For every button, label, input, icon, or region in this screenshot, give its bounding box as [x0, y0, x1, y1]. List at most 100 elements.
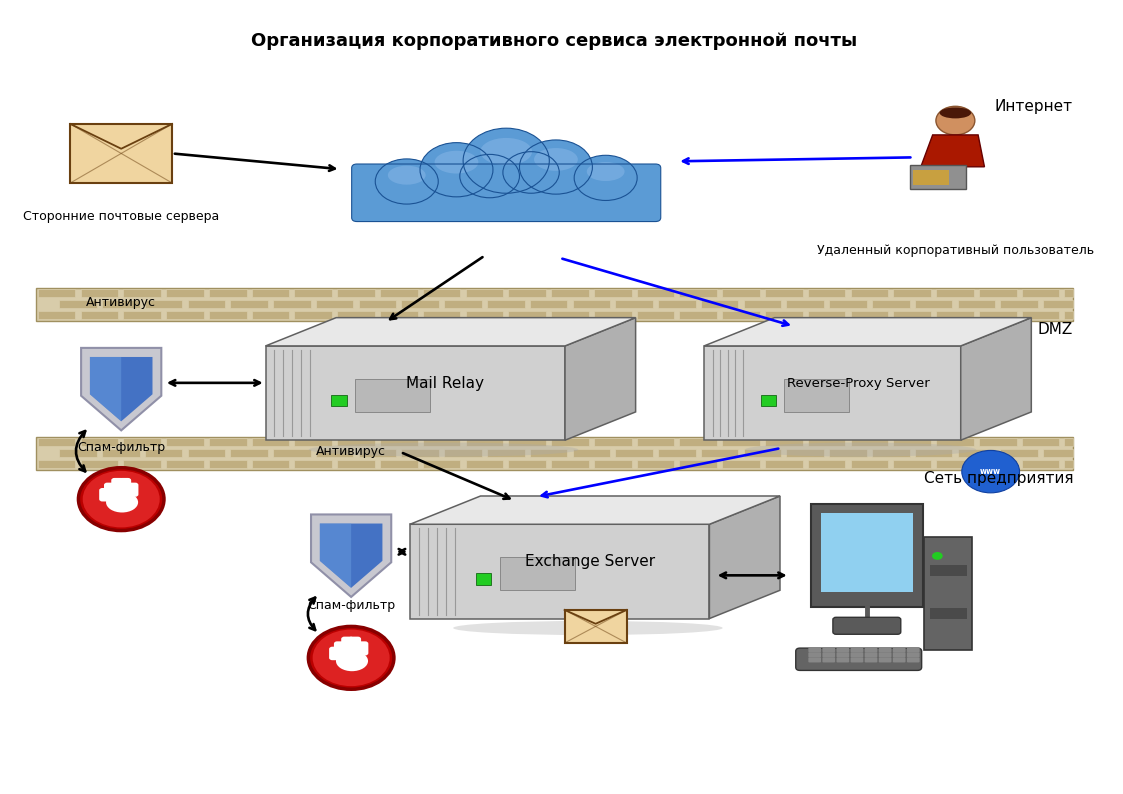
- FancyBboxPatch shape: [879, 652, 892, 657]
- FancyBboxPatch shape: [348, 637, 362, 653]
- FancyBboxPatch shape: [329, 646, 344, 660]
- FancyBboxPatch shape: [786, 449, 824, 457]
- FancyBboxPatch shape: [743, 449, 782, 457]
- FancyBboxPatch shape: [658, 299, 696, 308]
- Text: Reverse-Proxy Server: Reverse-Proxy Server: [787, 377, 930, 390]
- FancyBboxPatch shape: [509, 438, 546, 446]
- FancyBboxPatch shape: [422, 289, 460, 297]
- FancyBboxPatch shape: [679, 310, 718, 319]
- Polygon shape: [704, 346, 961, 440]
- FancyBboxPatch shape: [850, 289, 888, 297]
- FancyBboxPatch shape: [102, 449, 139, 457]
- FancyBboxPatch shape: [594, 460, 631, 468]
- FancyBboxPatch shape: [822, 652, 836, 657]
- Polygon shape: [410, 496, 780, 524]
- Polygon shape: [961, 318, 1031, 440]
- FancyBboxPatch shape: [60, 299, 97, 308]
- Text: www: www: [980, 467, 1002, 476]
- Circle shape: [309, 626, 394, 689]
- FancyBboxPatch shape: [871, 449, 910, 457]
- FancyBboxPatch shape: [894, 438, 931, 446]
- FancyBboxPatch shape: [937, 310, 974, 319]
- FancyBboxPatch shape: [1065, 460, 1072, 468]
- Polygon shape: [710, 496, 780, 619]
- Polygon shape: [90, 357, 153, 422]
- Ellipse shape: [106, 492, 138, 512]
- FancyBboxPatch shape: [893, 647, 905, 652]
- Ellipse shape: [375, 159, 438, 204]
- Polygon shape: [311, 515, 391, 597]
- Circle shape: [932, 552, 942, 560]
- FancyBboxPatch shape: [679, 289, 718, 297]
- Polygon shape: [704, 318, 1031, 346]
- FancyBboxPatch shape: [937, 438, 974, 446]
- FancyBboxPatch shape: [907, 647, 920, 652]
- FancyBboxPatch shape: [38, 310, 75, 319]
- FancyBboxPatch shape: [785, 379, 849, 412]
- Ellipse shape: [336, 651, 368, 671]
- Circle shape: [312, 630, 390, 686]
- Text: Организация корпоративного сервиса электронной почты: Организация корпоративного сервиса элект…: [252, 32, 858, 50]
- FancyBboxPatch shape: [119, 478, 131, 495]
- FancyBboxPatch shape: [36, 437, 1072, 470]
- FancyBboxPatch shape: [658, 449, 696, 457]
- FancyBboxPatch shape: [551, 438, 588, 446]
- FancyBboxPatch shape: [865, 652, 877, 657]
- FancyBboxPatch shape: [341, 637, 354, 653]
- FancyBboxPatch shape: [829, 299, 867, 308]
- FancyBboxPatch shape: [907, 652, 920, 657]
- FancyBboxPatch shape: [701, 449, 739, 457]
- FancyBboxPatch shape: [809, 652, 821, 657]
- Polygon shape: [410, 524, 710, 619]
- FancyBboxPatch shape: [126, 483, 138, 497]
- Ellipse shape: [387, 166, 426, 185]
- Ellipse shape: [459, 154, 520, 198]
- FancyBboxPatch shape: [1022, 310, 1059, 319]
- FancyBboxPatch shape: [573, 299, 610, 308]
- FancyBboxPatch shape: [807, 289, 846, 297]
- Polygon shape: [320, 523, 351, 588]
- Ellipse shape: [587, 162, 624, 181]
- FancyBboxPatch shape: [102, 299, 139, 308]
- FancyBboxPatch shape: [422, 460, 460, 468]
- FancyBboxPatch shape: [466, 289, 503, 297]
- FancyBboxPatch shape: [1065, 310, 1072, 319]
- FancyBboxPatch shape: [807, 310, 846, 319]
- FancyBboxPatch shape: [1043, 299, 1072, 308]
- FancyBboxPatch shape: [594, 310, 631, 319]
- Text: Mail Relay: Mail Relay: [407, 376, 484, 391]
- FancyBboxPatch shape: [530, 299, 567, 308]
- FancyBboxPatch shape: [809, 647, 821, 652]
- FancyBboxPatch shape: [615, 299, 652, 308]
- FancyBboxPatch shape: [445, 449, 482, 457]
- Ellipse shape: [481, 138, 532, 165]
- FancyBboxPatch shape: [358, 449, 396, 457]
- Circle shape: [79, 468, 164, 530]
- FancyBboxPatch shape: [871, 299, 910, 308]
- Text: Антивирус: Антивирус: [86, 296, 156, 309]
- FancyBboxPatch shape: [807, 460, 846, 468]
- Polygon shape: [265, 318, 636, 346]
- FancyBboxPatch shape: [850, 647, 864, 652]
- FancyBboxPatch shape: [294, 438, 332, 446]
- FancyBboxPatch shape: [509, 289, 546, 297]
- FancyBboxPatch shape: [445, 299, 482, 308]
- FancyBboxPatch shape: [422, 438, 460, 446]
- FancyBboxPatch shape: [145, 299, 182, 308]
- FancyBboxPatch shape: [829, 449, 867, 457]
- Ellipse shape: [535, 148, 578, 171]
- FancyBboxPatch shape: [594, 438, 631, 446]
- FancyBboxPatch shape: [466, 460, 503, 468]
- FancyBboxPatch shape: [273, 299, 311, 308]
- FancyBboxPatch shape: [209, 438, 247, 446]
- FancyBboxPatch shape: [188, 299, 225, 308]
- FancyBboxPatch shape: [894, 460, 931, 468]
- FancyBboxPatch shape: [637, 460, 674, 468]
- FancyBboxPatch shape: [509, 310, 546, 319]
- FancyBboxPatch shape: [879, 647, 892, 652]
- FancyBboxPatch shape: [850, 652, 864, 657]
- FancyBboxPatch shape: [765, 438, 803, 446]
- FancyBboxPatch shape: [111, 478, 124, 495]
- FancyBboxPatch shape: [209, 460, 247, 468]
- FancyBboxPatch shape: [38, 438, 75, 446]
